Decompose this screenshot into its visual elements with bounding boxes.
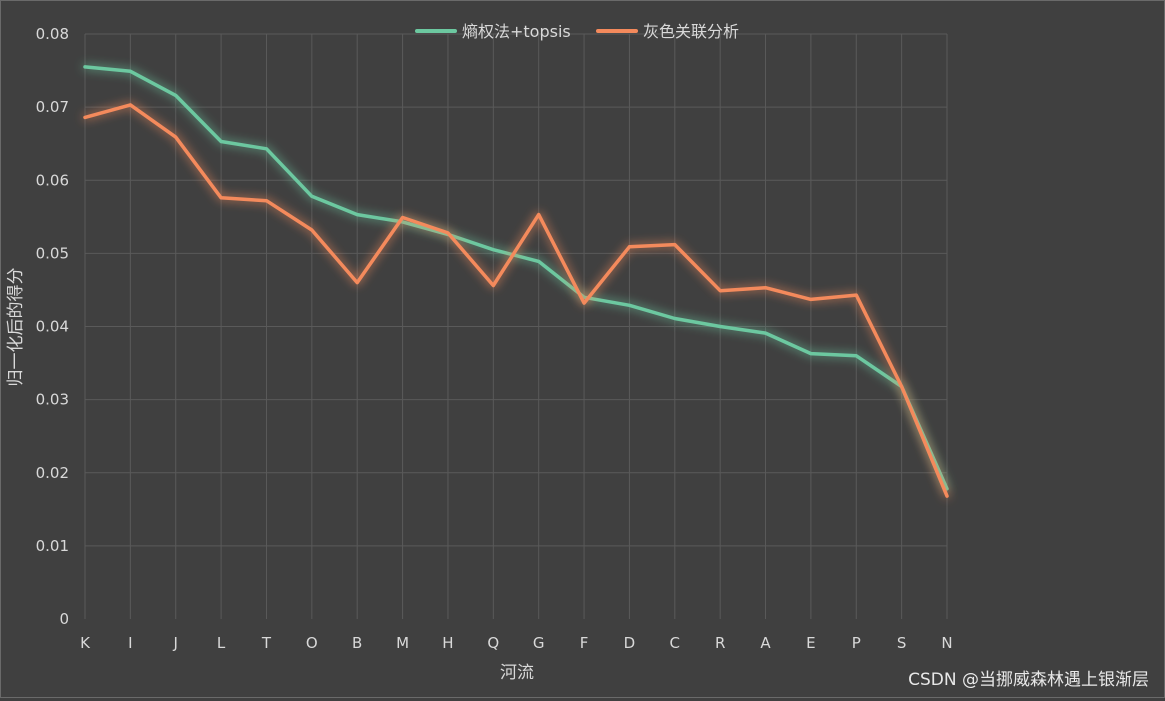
- x-tick-label: O: [306, 634, 318, 652]
- y-tick-label: 0.05: [36, 244, 69, 262]
- y-tick-label: 0.03: [36, 391, 69, 409]
- y-tick-label: 0.01: [36, 537, 69, 555]
- x-tick-label: A: [760, 634, 771, 652]
- y-tick-label: 0.02: [36, 464, 69, 482]
- x-tick-label: L: [217, 634, 226, 652]
- x-tick-label: C: [670, 634, 680, 652]
- legend: 熵权法+topsis 灰色关联分析: [415, 22, 739, 41]
- x-tick-label: T: [261, 634, 272, 652]
- x-tick-label: R: [715, 634, 725, 652]
- x-tick-label: J: [173, 634, 178, 652]
- y-tick-label: 0.04: [36, 318, 69, 336]
- x-tick-label: D: [624, 634, 636, 652]
- y-tick-label: 0.07: [36, 98, 69, 116]
- y-tick-label: 0.08: [36, 25, 69, 43]
- watermark-text: CSDN @当挪威森林遇上银渐层: [908, 670, 1149, 690]
- x-tick-label: P: [852, 634, 861, 652]
- x-tick-label: Q: [487, 634, 499, 652]
- x-tick-label: I: [128, 634, 132, 652]
- x-tick-label: S: [897, 634, 907, 652]
- x-tick-label: B: [352, 634, 362, 652]
- legend-label-2: 灰色关联分析: [643, 22, 739, 41]
- y-tick-label: 0: [59, 610, 69, 628]
- x-tick-label: H: [442, 634, 453, 652]
- x-tick-label: N: [941, 634, 952, 652]
- series-line-1: [83, 65, 949, 491]
- x-tick-label: K: [80, 634, 91, 652]
- x-axis-title: 河流: [500, 663, 534, 683]
- x-tick-label: M: [396, 634, 409, 652]
- series-line-2: [83, 103, 949, 498]
- x-tick-label: F: [580, 634, 589, 652]
- y-axis-title: 归一化后的得分: [6, 268, 26, 387]
- legend-label-1: 熵权法+topsis: [462, 22, 571, 41]
- y-tick-label: 0.06: [36, 171, 69, 189]
- grid: [84, 33, 948, 619]
- x-tick-label: E: [806, 634, 815, 652]
- y-axis-tick-labels: 0 0.01 0.02 0.03 0.04 0.05 0.06 0.07 0.08: [36, 25, 69, 628]
- x-tick-label: G: [533, 634, 545, 652]
- series-lines: [83, 65, 949, 498]
